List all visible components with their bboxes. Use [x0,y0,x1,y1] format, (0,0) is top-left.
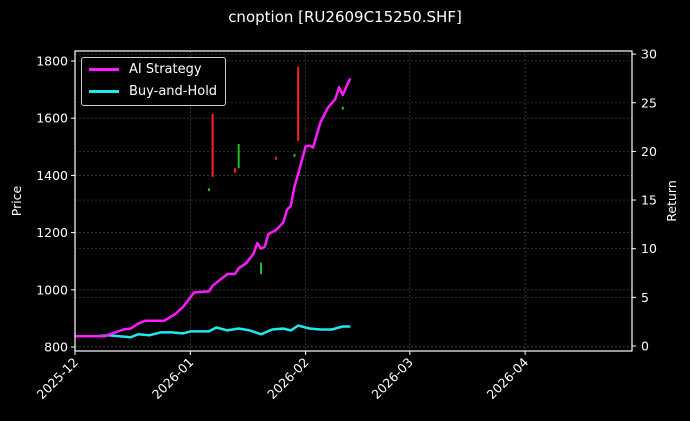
x-tick-label: 2026-04 [484,354,532,402]
legend-label: AI Strategy [129,61,202,77]
y-tick-label-left: 1800 [36,54,68,69]
candle-bar [237,143,240,169]
chart-legend: AI Strategy Buy-and-Hold [81,57,226,106]
x-tick-label: 2026-01 [149,355,197,403]
candle-bar [233,168,236,173]
right-y-axis: 0 5 10 15 20 25 30 [632,47,657,354]
y-tick-label-left: 1600 [36,111,68,126]
y-tick-label-right: 20 [641,144,657,159]
y-tick-label-left: 1000 [36,282,68,297]
x-tick-label: 2025-12 [34,355,82,403]
y-axis-label-left: Price [9,185,24,216]
ai-strategy-line [75,77,352,338]
legend-item-buy-and-hold: Buy-and-Hold [82,80,225,102]
legend-item-ai-strategy: AI Strategy [82,58,225,80]
candle-bar [297,66,300,142]
candle-bar [341,106,344,110]
candle-bar [207,188,210,192]
y-axis-label-right: Return [664,180,679,221]
y-tick-label-right: 30 [641,47,657,62]
x-tick-label: 2026-02 [264,355,312,403]
x-tick-label: 2026-03 [368,355,416,403]
y-tick-label-left: 1400 [36,168,68,183]
y-tick-label-right: 5 [641,290,649,305]
legend-swatch-ai-strategy [89,67,119,71]
price-candles [207,66,344,275]
candle-bar [211,113,214,177]
y-tick-label-right: 0 [641,339,649,354]
y-tick-label-left: 800 [44,340,68,355]
left-y-axis: 800 1000 1200 1400 1600 1800 [36,54,75,355]
y-tick-label-right: 25 [641,95,657,110]
candle-bar [274,156,277,160]
y-tick-label-right: 10 [641,241,657,256]
chart-title: cnoption [RU2609C15250.SHF] [228,8,462,26]
series-lines [75,77,352,339]
buy-and-hold-line [75,324,351,339]
legend-label: Buy-and-Hold [129,83,218,99]
x-axis: 2025-12 2026-01 2026-02 2026-03 2026-04 [34,351,532,403]
y-tick-label-left: 1200 [36,225,68,240]
candle-bar [293,153,296,157]
y-tick-label-right: 15 [641,193,657,208]
legend-swatch-buy-and-hold [89,89,119,93]
candle-bar [260,262,262,275]
plot-frame [74,50,633,352]
